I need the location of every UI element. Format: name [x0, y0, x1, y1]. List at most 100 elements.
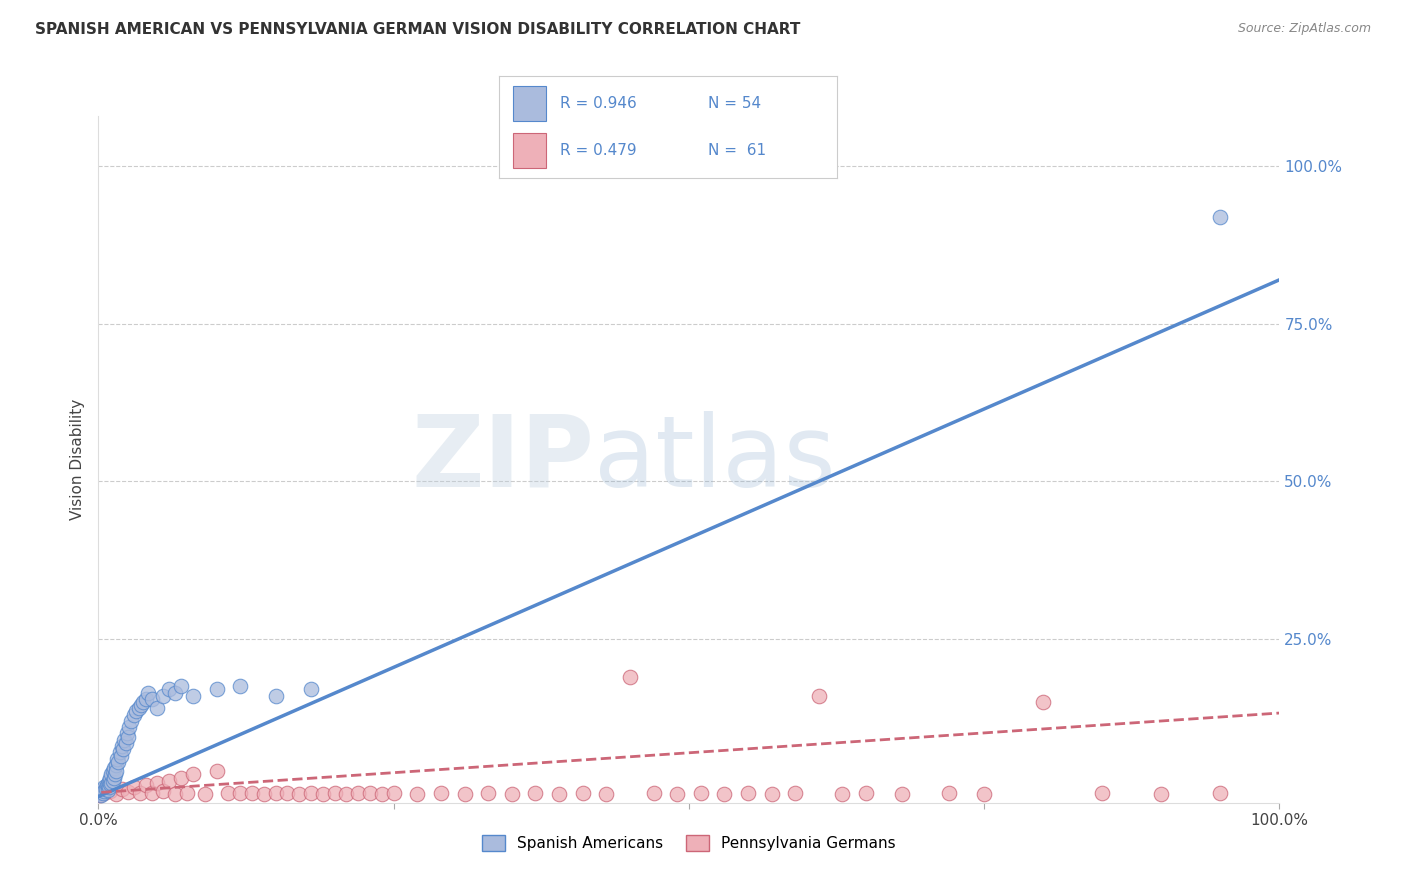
Point [205, 682, 228, 697]
Point [94, 781, 117, 796]
Point [103, 761, 125, 775]
Point [477, 786, 499, 800]
Point [453, 787, 475, 801]
Bar [513, 87, 547, 121]
Point [1209, 786, 1232, 800]
Point [264, 786, 287, 800]
Point [91, 786, 114, 800]
Point [595, 787, 617, 801]
Text: R = 0.479: R = 0.479 [560, 144, 637, 158]
Point [112, 732, 135, 747]
Point [101, 773, 124, 788]
Point [141, 691, 163, 706]
Point [1032, 695, 1054, 709]
Point [135, 691, 157, 706]
Point [96, 778, 118, 792]
Point [89, 788, 111, 802]
Point [643, 786, 665, 800]
Point [136, 685, 159, 699]
Point [276, 786, 298, 800]
Point [194, 787, 217, 801]
Text: R = 0.946: R = 0.946 [560, 96, 637, 111]
Point [382, 786, 405, 800]
Point [713, 787, 735, 801]
Point [100, 775, 122, 789]
Point [181, 689, 204, 703]
Point [98, 773, 121, 788]
Point [122, 707, 145, 722]
Point [571, 786, 593, 800]
Point [1209, 210, 1232, 224]
Point [253, 787, 276, 801]
Point [108, 745, 131, 759]
Point [689, 786, 711, 800]
Point [548, 787, 571, 801]
Point [107, 755, 129, 769]
Point [181, 767, 204, 781]
Point [288, 787, 311, 801]
Text: N = 54: N = 54 [709, 96, 762, 111]
Point [89, 786, 111, 800]
Point [406, 787, 429, 801]
Point [152, 689, 174, 703]
Point [217, 786, 239, 800]
Point [105, 764, 128, 779]
Point [105, 752, 128, 766]
Point [737, 786, 759, 800]
Point [807, 689, 830, 703]
Point [165, 685, 187, 699]
Point [299, 786, 322, 800]
Point [165, 787, 187, 801]
Point [115, 726, 138, 740]
Point [1091, 786, 1114, 800]
Point [501, 787, 523, 801]
Point [176, 786, 198, 800]
Point [359, 786, 381, 800]
Point [112, 742, 135, 756]
Point [157, 682, 180, 697]
Bar [513, 133, 547, 168]
Point [100, 767, 122, 781]
Point [117, 785, 139, 799]
Point [229, 679, 252, 693]
Point [122, 780, 145, 794]
Point [890, 787, 912, 801]
Text: SPANISH AMERICAN VS PENNSYLVANIA GERMAN VISION DISABILITY CORRELATION CHART: SPANISH AMERICAN VS PENNSYLVANIA GERMAN … [35, 22, 800, 37]
Point [93, 786, 115, 800]
Point [666, 787, 689, 801]
Point [132, 695, 155, 709]
Text: Source: ZipAtlas.com: Source: ZipAtlas.com [1237, 22, 1371, 36]
Point [205, 764, 228, 779]
Point [111, 781, 134, 796]
Point [128, 786, 150, 800]
Point [1150, 787, 1173, 801]
Point [103, 771, 125, 785]
Point [93, 784, 115, 798]
Point [90, 788, 112, 802]
Point [98, 777, 121, 791]
Point [335, 787, 357, 801]
Point [98, 784, 121, 798]
Point [141, 786, 163, 800]
Y-axis label: Vision Disability: Vision Disability [69, 399, 84, 520]
Text: ZIP: ZIP [412, 411, 595, 508]
Point [91, 783, 114, 797]
Point [98, 780, 121, 794]
Point [323, 786, 346, 800]
Point [128, 701, 150, 715]
Point [146, 701, 169, 715]
Point [938, 786, 960, 800]
Point [121, 714, 143, 728]
Point [430, 786, 453, 800]
Point [761, 787, 783, 801]
Text: atlas: atlas [595, 411, 837, 508]
Point [97, 783, 120, 797]
Point [170, 771, 193, 785]
Point [831, 787, 853, 801]
Point [97, 777, 120, 791]
Point [105, 758, 128, 772]
Point [114, 736, 136, 750]
Point [264, 689, 287, 703]
Point [152, 784, 174, 798]
Point [170, 679, 193, 693]
